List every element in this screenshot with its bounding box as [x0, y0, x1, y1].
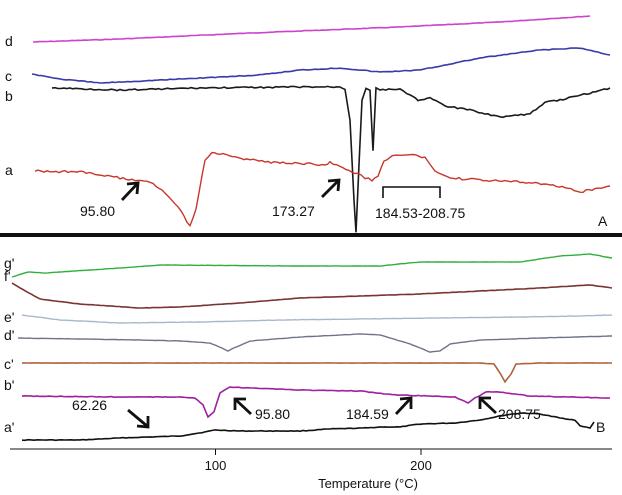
annotation-95-80: 95.80: [80, 203, 115, 219]
label-c-prime: c': [4, 356, 14, 372]
arrow-icon: [321, 178, 341, 198]
label-a-prime: a': [4, 419, 14, 435]
curve-d: [32, 15, 591, 43]
annotation-62-26: 62.26: [72, 397, 107, 413]
label-d-prime: d': [4, 327, 14, 343]
curve-e-prime: [21, 314, 613, 324]
curve-b-prime: [21, 386, 611, 419]
label-d: d: [5, 33, 13, 49]
label-f-prime: f': [4, 268, 11, 284]
x-axis-ticks: 100 200: [205, 449, 432, 473]
x-axis-title: Temperature (°C): [318, 476, 418, 491]
curve-c: [31, 47, 611, 84]
range-bracket: [382, 186, 441, 198]
x-axis: 100 200 Temperature (°C): [10, 448, 612, 491]
arrow-icon: [127, 408, 150, 429]
curve-a: [34, 151, 611, 228]
curve-g-prime: [11, 253, 613, 278]
arrow-icon: [478, 396, 497, 415]
arrow-icon: [394, 396, 413, 415]
x-tick-label: 200: [410, 458, 432, 473]
panel-a: d c b a 95.80 173.27 184.53-208.75 A: [5, 15, 611, 233]
annotation-173-27: 173.27: [272, 203, 315, 219]
curve-a-prime: [21, 412, 595, 442]
curve-d-prime: [17, 333, 612, 353]
label-g-prime: g': [4, 255, 14, 271]
label-c: c: [5, 68, 12, 84]
label-a: a: [5, 162, 13, 178]
annotation-184-53-208-75: 184.53-208.75: [375, 205, 466, 221]
arrow-icon: [233, 397, 252, 416]
curve-b: [51, 85, 611, 233]
annotation-184-59: 184.59: [346, 406, 389, 422]
arrow-icon: [120, 181, 140, 201]
annotation-95-80: 95.80: [255, 406, 290, 422]
label-b: b: [5, 88, 13, 104]
label-b-prime: b': [4, 377, 14, 393]
panel-label-b: B: [596, 419, 605, 435]
label-e-prime: e': [4, 309, 14, 325]
panel-b: g' f' e' d' c' b' a' 62.26 95.80 184.59 …: [4, 253, 613, 442]
curve-f-prime: [11, 282, 613, 309]
curve-c-prime: [21, 362, 612, 384]
panel-label-a: A: [598, 213, 608, 229]
x-tick-label: 100: [205, 458, 227, 473]
annotation-208-75: 208.75: [498, 406, 541, 422]
